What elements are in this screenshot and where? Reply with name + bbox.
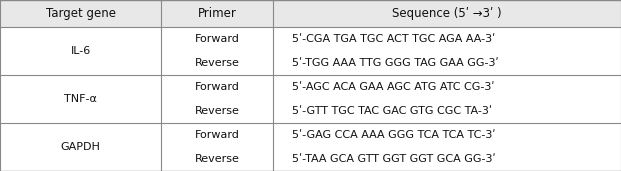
Text: TNF-α: TNF-α	[65, 94, 97, 104]
Text: 5ʹ-AGC ACA GAA AGC ATG ATC CG-3ʹ: 5ʹ-AGC ACA GAA AGC ATG ATC CG-3ʹ	[292, 82, 494, 92]
Text: Forward: Forward	[195, 34, 240, 44]
Text: 5ʹ-TAA GCA GTT GGT GGT GCA GG-3ʹ: 5ʹ-TAA GCA GTT GGT GGT GCA GG-3ʹ	[292, 154, 496, 164]
Text: Sequence (5ʹ →3ʹ ): Sequence (5ʹ →3ʹ )	[392, 7, 502, 20]
Text: 5ʹ-TGG AAA TTG GGG TAG GAA GG-3ʹ: 5ʹ-TGG AAA TTG GGG TAG GAA GG-3ʹ	[292, 58, 499, 68]
Text: Primer: Primer	[198, 7, 237, 20]
Text: Forward: Forward	[195, 130, 240, 140]
Text: Forward: Forward	[195, 82, 240, 92]
Bar	[0, 0, 621, 27]
Text: Target gene: Target gene	[46, 7, 116, 20]
Text: 5ʹ-GAG CCA AAA GGG TCA TCA TC-3ʹ: 5ʹ-GAG CCA AAA GGG TCA TCA TC-3ʹ	[292, 130, 496, 140]
Text: Reverse: Reverse	[195, 154, 240, 164]
Text: Reverse: Reverse	[195, 106, 240, 116]
Text: 5ʹ-CGA TGA TGC ACT TGC AGA AA-3ʹ: 5ʹ-CGA TGA TGC ACT TGC AGA AA-3ʹ	[292, 34, 495, 44]
Text: 5ʹ-GTT TGC TAC GAC GTG CGC TA-3ʹ: 5ʹ-GTT TGC TAC GAC GTG CGC TA-3ʹ	[292, 106, 492, 116]
Text: Reverse: Reverse	[195, 58, 240, 68]
Text: GAPDH: GAPDH	[61, 142, 101, 152]
Text: IL-6: IL-6	[71, 46, 91, 56]
